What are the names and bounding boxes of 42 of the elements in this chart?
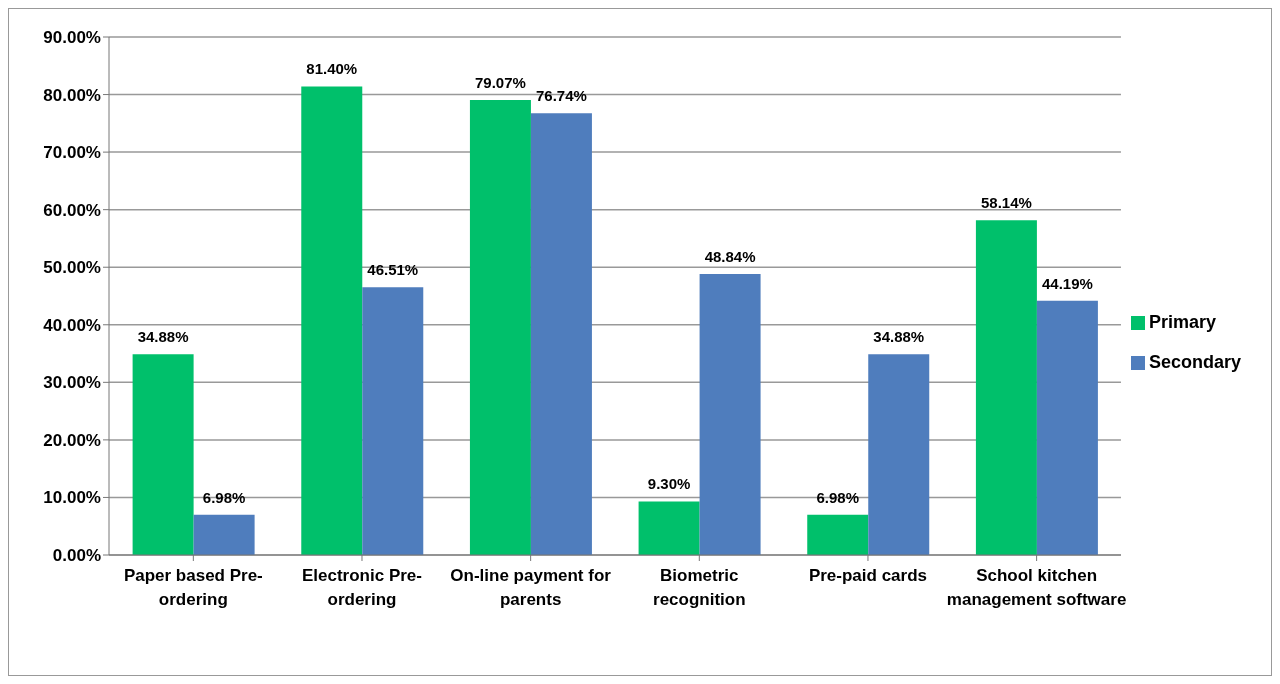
legend-label: Primary (1148, 312, 1216, 332)
data-label: 6.98% (816, 488, 860, 506)
y-tick-label: 0.00% (52, 546, 101, 566)
y-tick-label: 80.00% (43, 85, 101, 105)
x-tick-label: School kitchen management software (946, 566, 1127, 609)
bar (132, 354, 194, 555)
bar (469, 99, 531, 555)
y-tick-label: 30.00% (43, 373, 101, 393)
bar (530, 113, 592, 555)
data-label: 48.84% (704, 247, 756, 265)
x-tick-label: On-line payment for parents (450, 566, 612, 609)
y-tick-label: 20.00% (43, 430, 101, 450)
legend-label: Secondary (1148, 352, 1241, 372)
bar (699, 273, 761, 555)
data-label: 9.30% (647, 475, 691, 493)
bar (868, 354, 930, 555)
y-tick-label: 70.00% (43, 143, 101, 163)
y-tick-label: 40.00% (43, 315, 101, 335)
data-label: 34.88% (873, 328, 925, 346)
data-label: 6.98% (202, 488, 246, 506)
data-label: 44.19% (1041, 274, 1093, 292)
y-tick-label: 90.00% (43, 28, 101, 48)
data-label: 81.40% (306, 60, 358, 78)
bar (638, 501, 700, 555)
data-label: 34.88% (137, 328, 189, 346)
data-label: 79.07% (474, 73, 526, 91)
x-tick-label: Pre-paid cards (808, 566, 928, 585)
data-label: 58.14% (980, 194, 1032, 212)
bar (301, 86, 363, 555)
y-tick-label: 10.00% (43, 488, 101, 508)
x-tick-label: Biometric recognition (653, 566, 746, 609)
x-tick-label: Electronic Pre-ordering (301, 566, 422, 609)
bar (1036, 300, 1098, 555)
y-tick-label: 60.00% (43, 200, 101, 220)
bar (362, 287, 424, 555)
bar (193, 514, 255, 555)
bar (975, 220, 1037, 555)
data-label: 76.74% (535, 87, 587, 105)
y-tick-label: 50.00% (43, 258, 101, 278)
data-label: 46.51% (367, 261, 419, 279)
x-tick-label: Paper based Pre-ordering (123, 566, 263, 609)
bar (807, 514, 869, 555)
